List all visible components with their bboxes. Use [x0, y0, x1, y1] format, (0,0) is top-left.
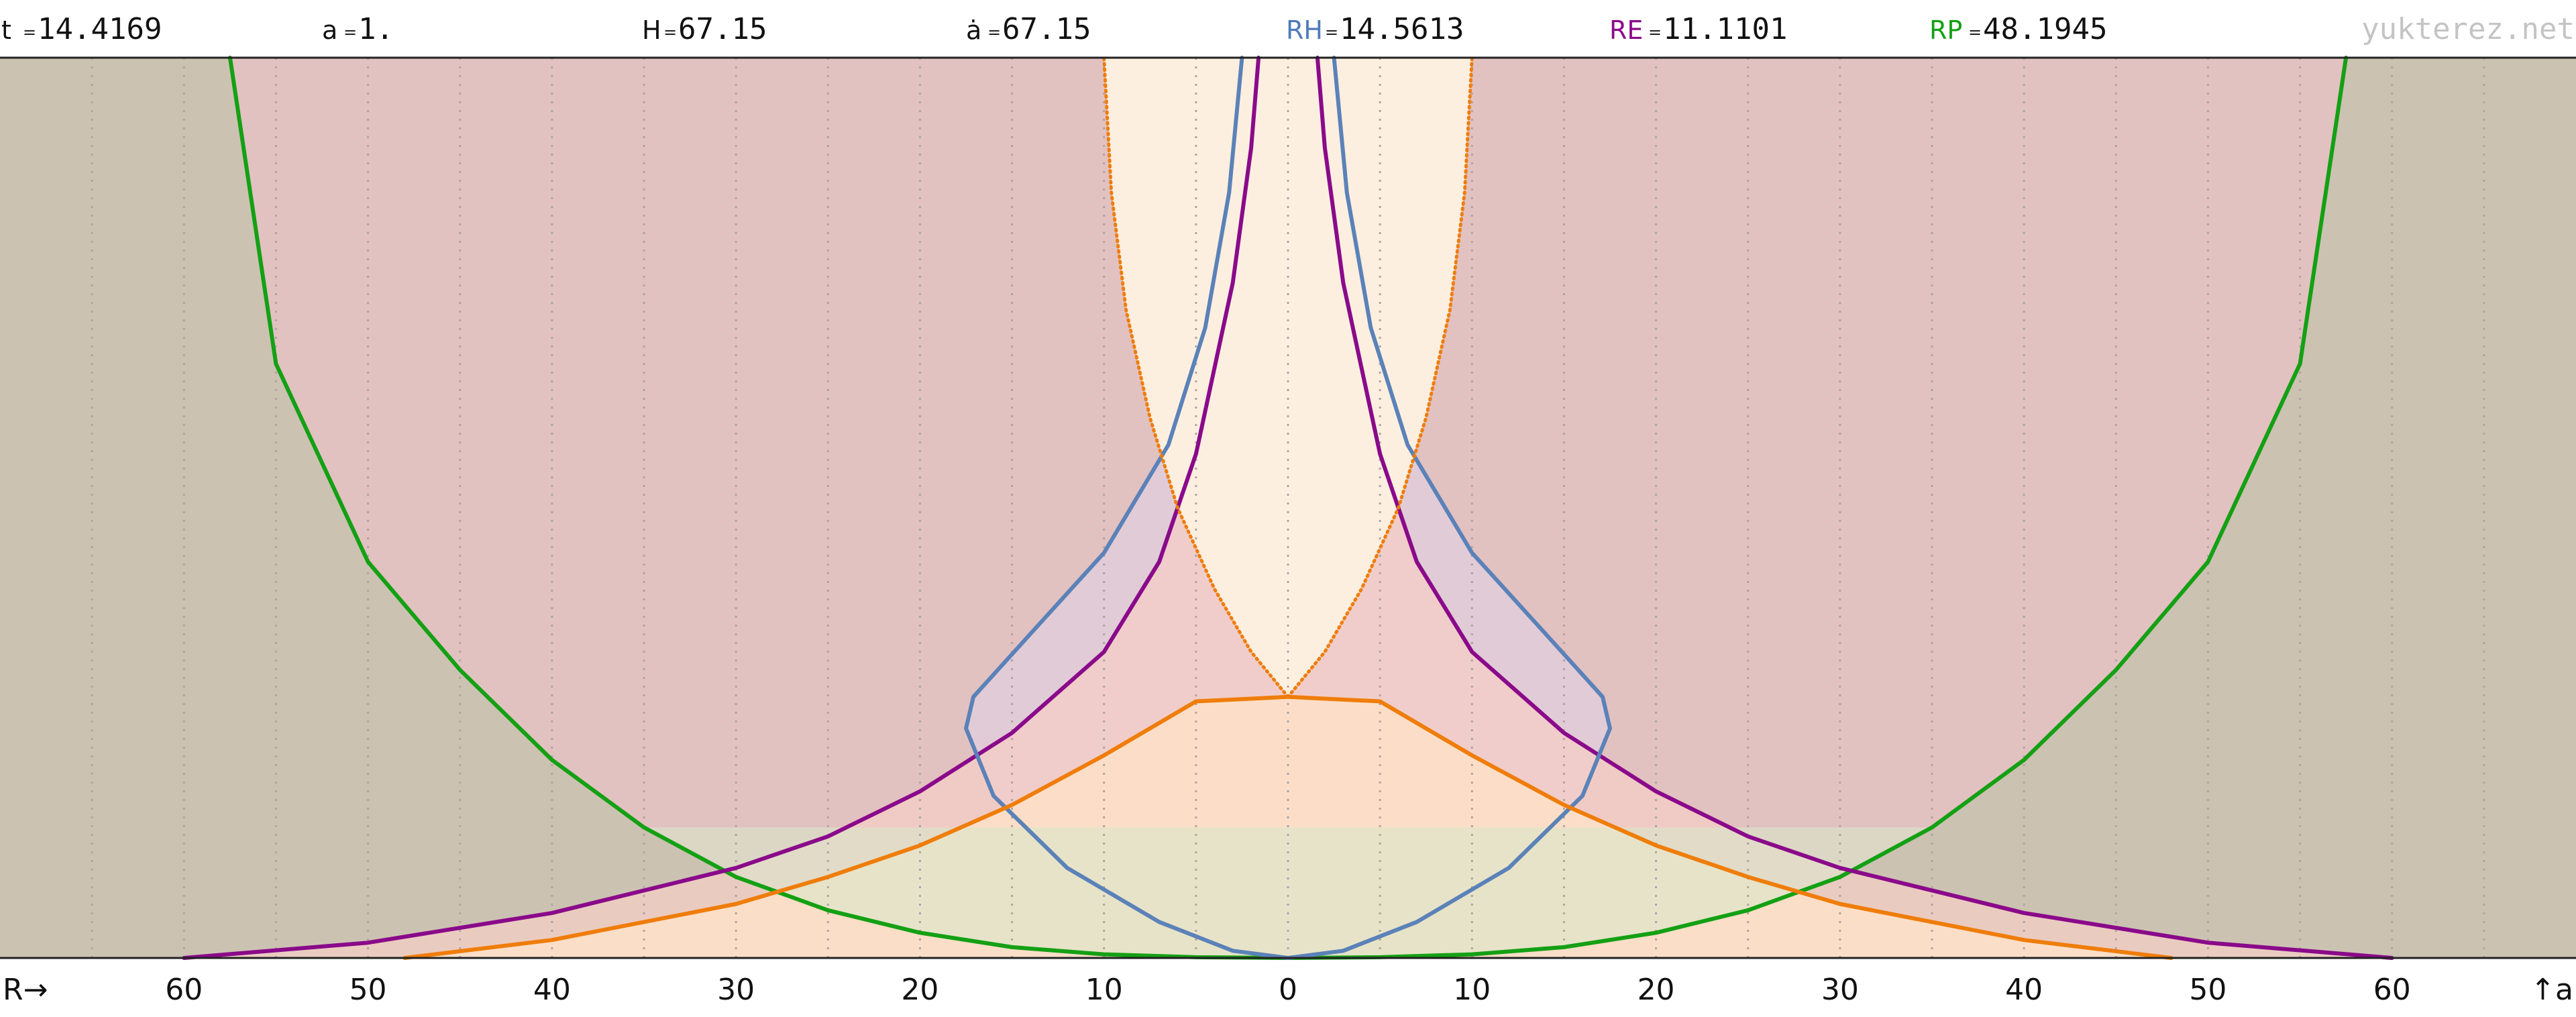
series-event-horizon	[182, 56, 1261, 960]
readout-2: a = 1.	[322, 12, 394, 46]
x-tick-label: 0	[1279, 973, 1297, 1007]
readout-value: 67.15	[1002, 12, 1091, 46]
watermark: yukterez.net	[2361, 12, 2575, 46]
x-tick-label: 60	[165, 973, 203, 1007]
region-green-band	[644, 827, 1932, 958]
readout-equals: =	[23, 23, 36, 42]
readout-label: RP	[1929, 15, 1962, 45]
x-tick-label: 10	[1085, 973, 1123, 1007]
readout-equals: =	[1648, 23, 1662, 42]
x-tick-label: 60	[2373, 973, 2411, 1007]
readout-value: 11.1101	[1663, 12, 1787, 46]
readout-label: RE	[1609, 15, 1643, 45]
readout-value: 67.15	[678, 12, 767, 46]
readout-label: H	[642, 15, 661, 45]
readout-equals: =	[1968, 23, 1982, 42]
x-tick-label: 50	[2189, 973, 2226, 1007]
readout-equals: =	[1325, 23, 1338, 42]
readout-label: t	[1, 15, 11, 45]
series-event-horizon-r	[1315, 56, 2394, 960]
x-tick-label: 30	[1821, 973, 1859, 1007]
readout-5: RH = 14.5613	[1286, 12, 1464, 46]
header-readouts: t = 14.4169 a = 1. H = 67.15 ȧ = 67.15 RH = 14.5613 RE =…	[1, 12, 2107, 46]
x-tick-label: 50	[350, 973, 387, 1007]
chart-regions	[0, 58, 2576, 958]
readout-value: 14.4169	[38, 12, 162, 46]
chart-frame	[0, 56, 2576, 959]
series-light-cone-dotted-l	[1102, 56, 1290, 699]
readout-value: 48.1945	[1983, 12, 2107, 46]
readout-3: H = 67.15	[642, 12, 767, 46]
x-axis-ticks: 60 50 40 30 20 10 0 10 20 30 40 50 60	[165, 973, 2410, 1007]
series-light-cone-dotted-r	[1286, 56, 1474, 699]
y-axis-label: ↑a	[2530, 973, 2573, 1007]
x-tick-label: 40	[2005, 973, 2043, 1007]
readout-7: RP = 48.1945	[1929, 12, 2107, 46]
readout-equals: =	[343, 23, 357, 42]
x-tick-label: 20	[901, 973, 938, 1007]
readout-label: ȧ	[966, 15, 981, 45]
readout-value: 1.	[358, 12, 394, 46]
readout-label: RH	[1286, 15, 1323, 45]
x-tick-label: 30	[717, 973, 755, 1007]
readout-equals: =	[987, 23, 1001, 42]
readout-equals: =	[663, 23, 677, 42]
x-axis-label: R→	[3, 973, 48, 1007]
x-tick-label: 10	[1453, 973, 1491, 1007]
readout-4: ȧ = 67.15	[966, 12, 1091, 46]
x-tick-label: 20	[1638, 973, 1675, 1007]
readout-value: 14.5613	[1340, 12, 1464, 46]
region-inner-cone	[1104, 58, 1472, 697]
readout-1: t = 14.4169	[1, 12, 162, 46]
chart-grid	[91, 58, 2485, 958]
readout-6: RE = 11.1101	[1609, 12, 1787, 46]
readout-label: a	[322, 15, 337, 45]
x-tick-label: 40	[533, 973, 571, 1007]
